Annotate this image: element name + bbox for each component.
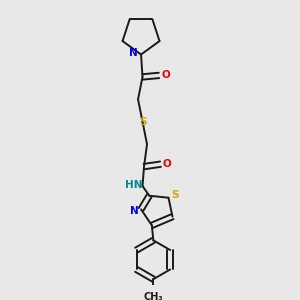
Text: O: O <box>161 70 170 80</box>
Text: S: S <box>171 190 179 200</box>
Text: N: N <box>130 206 139 216</box>
Text: CH₃: CH₃ <box>143 292 163 300</box>
Text: N: N <box>129 48 138 58</box>
Text: O: O <box>163 159 171 169</box>
Text: S: S <box>139 117 146 127</box>
Text: HN: HN <box>125 179 143 190</box>
